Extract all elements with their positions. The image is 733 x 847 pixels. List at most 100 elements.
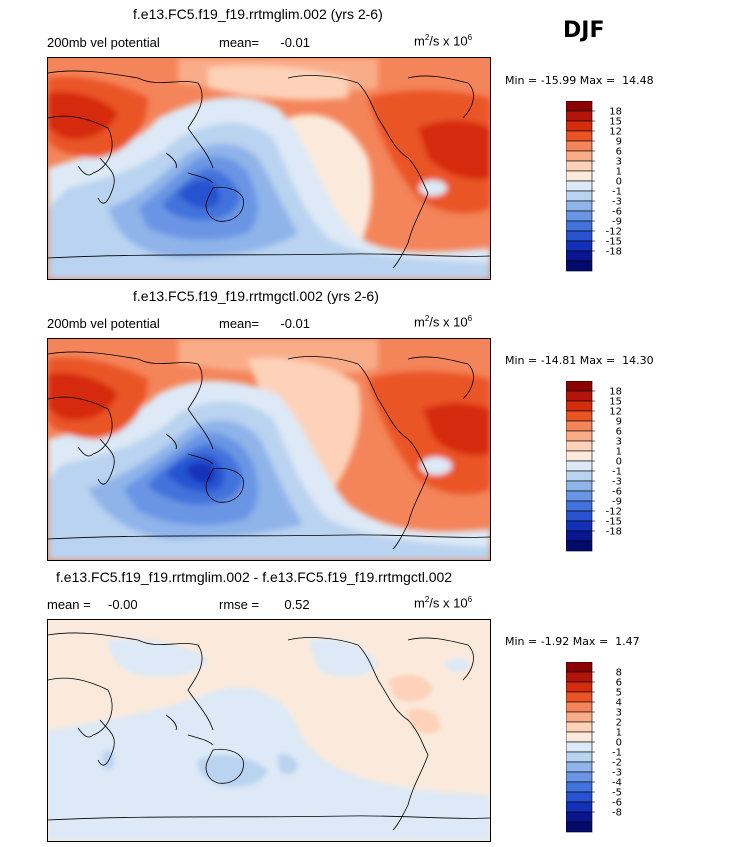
panel-1-mean-value: -0.01 — [280, 35, 311, 50]
colorbar-label: 3 — [616, 708, 622, 719]
panel-3-units: m2/s x 106 — [414, 595, 473, 611]
panel-3-mean-value: -0.00 — [107, 597, 138, 612]
colorbar-swatch — [565, 180, 593, 192]
colorbar-label: 15 — [609, 117, 622, 128]
colorbar-swatch — [565, 410, 593, 422]
panel-2-minmax: Min = -14.81 Max = 14.30 — [505, 354, 654, 367]
colorbar-label: -1 — [612, 748, 622, 759]
colorbar-swatch — [565, 150, 593, 162]
colorbar-swatch — [565, 671, 593, 683]
colorbar-swatch — [565, 761, 593, 773]
colorbar-label: 0 — [616, 177, 622, 188]
season-label: DJF — [563, 18, 605, 43]
colorbar-swatch — [565, 430, 593, 442]
panel-3-map — [47, 619, 491, 842]
colorbar-label: -12 — [606, 507, 622, 518]
panel-1-mean-label: mean= -0.01 — [219, 35, 310, 50]
colorbar-swatch — [565, 220, 593, 232]
panel-2-mean-text: mean= — [219, 316, 260, 331]
panel-1-minmax: Min = -15.99 Max = 14.48 — [505, 74, 654, 87]
colorbar-label: 9 — [616, 137, 622, 148]
colorbar-label: 12 — [609, 127, 622, 138]
colorbar-label: 2 — [616, 718, 622, 729]
colorbar-swatch — [565, 520, 593, 532]
colorbar-label: 1 — [616, 447, 622, 458]
colorbar-label: -5 — [612, 788, 622, 799]
colorbar-label: 1 — [616, 167, 622, 178]
colorbar-label: 15 — [609, 397, 622, 408]
panel-2-units: m2/s x 106 — [414, 314, 473, 330]
colorbar-swatch — [565, 801, 593, 813]
colorbar-swatch — [565, 490, 593, 502]
colorbar-swatch — [565, 400, 593, 412]
panel-3-mean-label: mean = -0.00 — [47, 597, 138, 612]
colorbar-swatch — [565, 731, 593, 743]
panel-3-colorbar: 8 6 5 4 3 2 1 0 -1 -2 -3 -4 -5 -6 -8 — [565, 661, 626, 842]
colorbar-swatch — [565, 140, 593, 152]
colorbar-swatch — [565, 450, 593, 462]
colorbar-swatch — [565, 160, 593, 172]
colorbar-label: -3 — [612, 477, 622, 488]
colorbar-label: 18 — [609, 387, 622, 398]
colorbar-swatch — [565, 420, 593, 432]
colorbar-label: 0 — [616, 457, 622, 468]
colorbar-label: 3 — [616, 437, 622, 448]
panel-1-mean-text: mean= — [219, 35, 260, 50]
colorbar-label: -9 — [612, 497, 622, 508]
colorbar-label: -18 — [606, 527, 622, 538]
colorbar-label: 3 — [616, 157, 622, 168]
colorbar-swatch — [565, 100, 593, 112]
colorbar-swatch — [565, 701, 593, 713]
panel-3-mean-text: mean = — [47, 597, 91, 612]
colorbar-label: 5 — [616, 688, 622, 699]
colorbar-label: -1 — [612, 187, 622, 198]
colorbar-label: 6 — [616, 427, 622, 438]
colorbar-label: 4 — [616, 698, 622, 709]
colorbar-label: 6 — [616, 678, 622, 689]
colorbar-label: -1 — [612, 467, 622, 478]
colorbar-label: 8 — [616, 668, 622, 679]
colorbar-swatch — [565, 250, 593, 262]
panel-3-minmax: Min = -1.92 Max = 1.47 — [505, 635, 640, 648]
colorbar-label: -9 — [612, 217, 622, 228]
colorbar-swatch — [565, 771, 593, 783]
colorbar-label: 0 — [616, 738, 622, 749]
colorbar-swatch — [565, 190, 593, 202]
colorbar-swatch — [565, 781, 593, 793]
panel-1-title: f.e13.FC5.f19_f19.rrtmglim.002 (yrs 2-6) — [133, 6, 383, 22]
colorbar-swatch — [565, 260, 593, 272]
panel-3-rmse-text: rmse = — [219, 597, 260, 612]
panel-3-rmse-value: 0.52 — [284, 597, 310, 612]
panel-2-title: f.e13.FC5.f19_f19.rrtmgctl.002 (yrs 2-6) — [133, 288, 379, 304]
colorbar-label: 9 — [616, 417, 622, 428]
colorbar-swatch — [565, 110, 593, 122]
colorbar-swatch — [565, 230, 593, 242]
colorbar-swatch — [565, 661, 593, 673]
colorbar-swatch — [565, 741, 593, 753]
colorbar-label: -6 — [612, 487, 622, 498]
colorbar-label: 1 — [616, 728, 622, 739]
colorbar-label: -8 — [612, 808, 622, 819]
colorbar-swatch — [565, 120, 593, 132]
colorbar-label: -6 — [612, 207, 622, 218]
colorbar-swatch — [565, 460, 593, 472]
colorbar-label: 18 — [609, 107, 622, 118]
colorbar-swatch — [565, 711, 593, 723]
colorbar-swatch — [565, 821, 593, 833]
colorbar-swatch — [565, 691, 593, 703]
colorbar-swatch — [565, 130, 593, 142]
panel-2-map — [47, 338, 491, 561]
panel-1-colorbar: 18 15 12 9 6 3 1 0 -1 -3 -6 -9 -12 -15 -18 — [565, 100, 626, 281]
colorbar-swatch — [565, 470, 593, 482]
panel-2-field-label: 200mb vel potential — [47, 316, 160, 331]
colorbar-label: -6 — [612, 798, 622, 809]
colorbar-swatch — [565, 721, 593, 733]
colorbar-swatch — [565, 390, 593, 402]
colorbar-label: -3 — [612, 197, 622, 208]
panel-1-map — [47, 57, 491, 280]
colorbar-swatch — [565, 500, 593, 512]
colorbar-swatch — [565, 210, 593, 222]
colorbar-label: 12 — [609, 407, 622, 418]
colorbar-label: -3 — [612, 768, 622, 779]
panel-1-units: m2/s x 106 — [414, 33, 473, 49]
